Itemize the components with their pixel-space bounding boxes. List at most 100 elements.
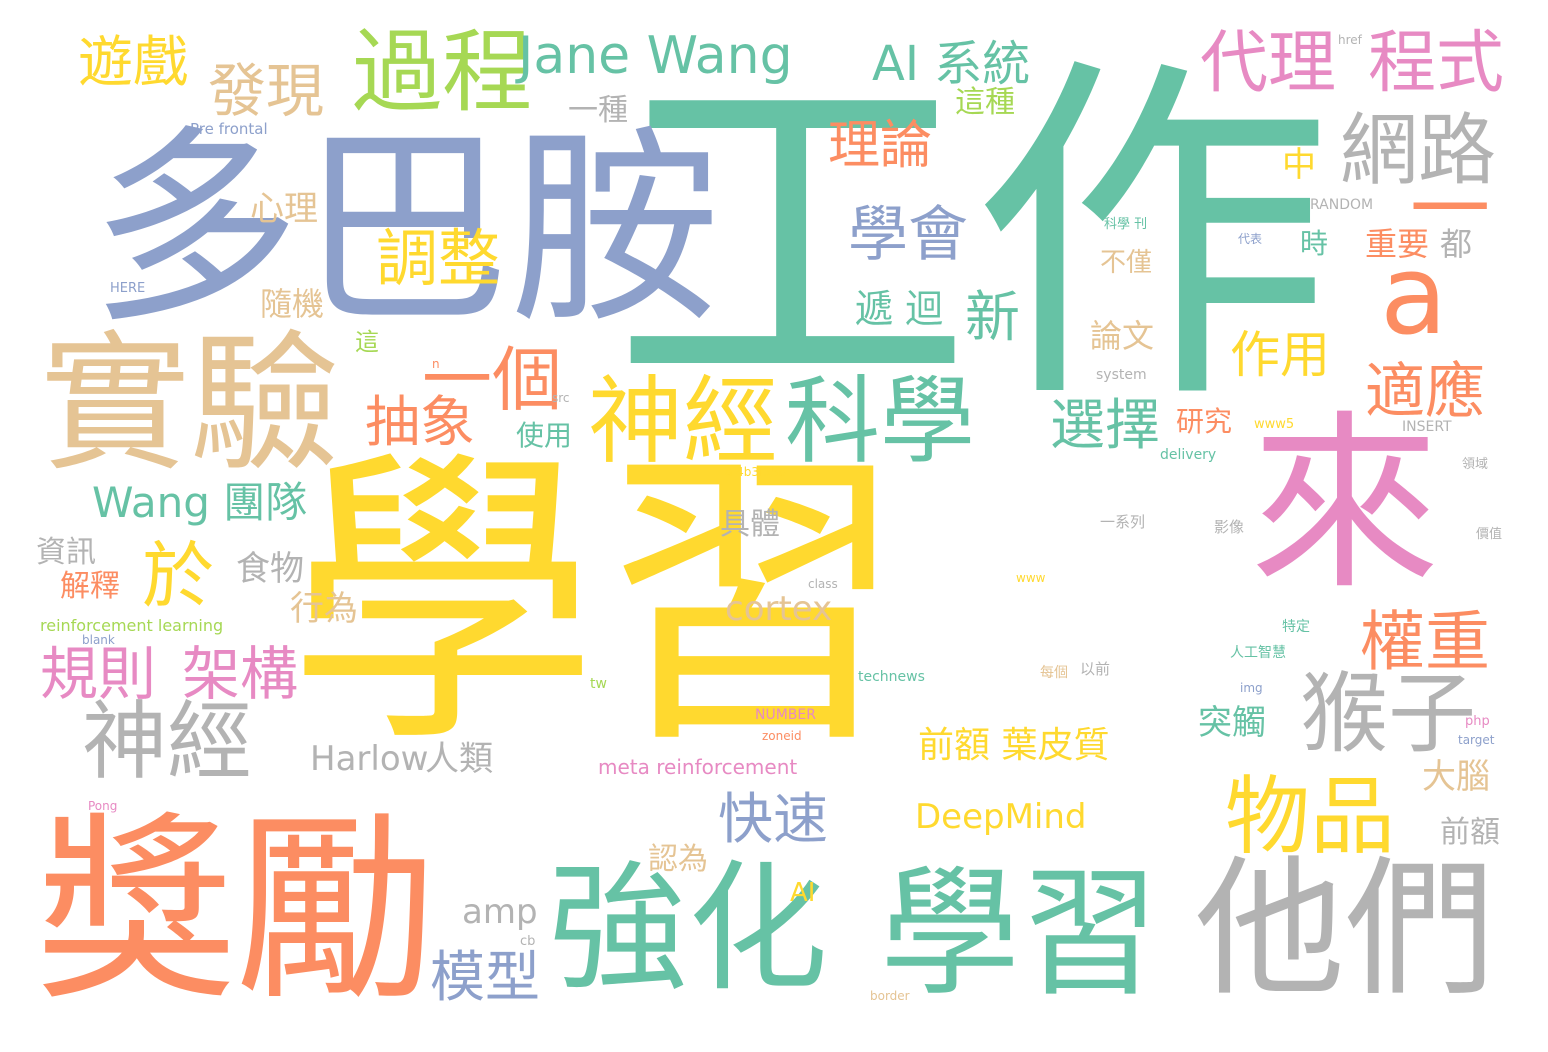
word-target: target	[1458, 733, 1495, 747]
word-a4b: a 4b3f35b	[725, 465, 787, 479]
word-src: src	[552, 391, 570, 405]
word-suiji: 隨機	[260, 285, 325, 323]
word-jiagou: 架構	[182, 640, 299, 708]
word-php: php	[1465, 714, 1490, 729]
word-shiyan: 實驗	[40, 318, 341, 492]
word-kuaisu: 快速	[718, 787, 829, 851]
word-youxi: 遊戲	[78, 30, 189, 94]
word-img: img	[1240, 681, 1263, 695]
word-xuanze: 選擇	[1050, 393, 1161, 457]
word-ai-system: AI 系統	[872, 36, 1031, 92]
word-yige: 一個	[422, 339, 562, 421]
word-zhezhong: 這種	[955, 85, 1015, 120]
word-xuehui: 學會	[848, 200, 968, 270]
word-tiaozheng: 調整	[376, 222, 501, 295]
word-yi: 一	[1410, 163, 1490, 256]
word-guize: 規則	[40, 640, 157, 708]
word-xingwei: 行為	[290, 589, 358, 629]
word-qianghua: 強化	[548, 848, 829, 1011]
word-houzi: 猴子	[1300, 662, 1477, 765]
word-here: HERE	[110, 281, 146, 296]
word-number: NUMBER	[755, 707, 816, 723]
word-quanzhong: 權重	[1360, 605, 1491, 680]
word-tw: tw	[590, 676, 607, 692]
word-amp: amp	[462, 892, 538, 932]
word-shenjing-2: 神經	[82, 693, 253, 792]
word-juti: 具體	[720, 507, 780, 542]
word-technews: technews	[858, 669, 925, 685]
word-harlow: Harlow	[310, 739, 429, 779]
word-blank: blank	[82, 633, 115, 647]
word-moxing: 模型	[430, 945, 541, 1009]
word-daili: 代理	[1200, 24, 1337, 103]
word-system: system	[1096, 367, 1147, 383]
word-wupin: 物品	[1225, 768, 1396, 867]
word-gongzuo: 工作	[612, 28, 1332, 447]
word-wang-team: Wang 團隊	[92, 478, 308, 527]
word-cb: cb	[520, 934, 536, 949]
word-zhongyao: 重要	[1365, 225, 1430, 263]
word-pre-frontal: Pre frontal	[190, 120, 268, 138]
word-yanjiu: 研究	[1176, 405, 1233, 438]
word-cortex: cortex	[725, 589, 833, 629]
word-yixilie: 一系列	[1100, 513, 1146, 531]
word-meige: 每個	[1040, 665, 1068, 681]
word-shenjing-1: 神經	[588, 367, 779, 477]
word-bujin: 不僅	[1100, 248, 1153, 278]
word-danao: 大腦	[1422, 757, 1490, 797]
word-chouxiang: 抽象	[365, 390, 476, 454]
word-prefrontal: 前額 葉皮質	[918, 725, 1110, 766]
word-ai: AI	[790, 878, 816, 908]
word-wanglu: 網路	[1340, 106, 1497, 196]
word-zoneid: zoneid	[762, 729, 802, 743]
word-href: href	[1338, 33, 1362, 47]
word-chengshi: 程式	[1368, 24, 1505, 103]
word-lingyu: 領域	[1462, 457, 1489, 472]
word-pong: Pong	[88, 799, 118, 813]
word-xinli: 心理	[250, 189, 318, 229]
word-zhong: 中	[1282, 145, 1316, 185]
word-renlei: 人類	[425, 739, 493, 779]
word-renwei: 認為	[648, 842, 708, 877]
word-yingxiang: 影像	[1214, 518, 1245, 536]
word-meta-rl: meta reinforcement	[598, 755, 798, 779]
word-qiane: 前額	[1440, 815, 1500, 850]
word-zuoyong: 作用	[1230, 326, 1330, 384]
word-www: www	[1016, 571, 1046, 585]
word-jiangli: 獎勵	[36, 795, 437, 1028]
word-zhe: 這	[355, 328, 379, 356]
word-teding: 特定	[1282, 619, 1310, 635]
word-duobaan: 多巴胺	[90, 107, 721, 352]
word-guocheng: 過程	[352, 20, 532, 125]
word-xuexi-main: 學習	[288, 424, 908, 785]
word-shiyong: 使用	[516, 419, 573, 452]
word-dou: 都	[1440, 225, 1473, 263]
word-kexue: 科學	[785, 367, 976, 477]
word-deepmind: DeepMind	[915, 797, 1087, 837]
word-tuchu: 突觸	[1198, 703, 1266, 743]
word-rl: reinforcement learning	[40, 616, 224, 635]
word-delivery: delivery	[1160, 447, 1217, 463]
word-a: a	[1380, 231, 1448, 359]
word-yu: 於	[142, 534, 215, 618]
word-class: class	[808, 577, 838, 591]
word-faxian: 發現	[208, 57, 325, 125]
word-lai: 來	[1250, 394, 1441, 615]
word-n: n	[432, 357, 440, 371]
word-xuexi-2: 學習	[880, 853, 1161, 1016]
word-xin: 新	[965, 285, 1021, 349]
word-ai-zhihui: 人工智慧	[1230, 645, 1286, 661]
word-lunwen: 論文	[1090, 317, 1155, 355]
word-shi: 時	[1300, 227, 1329, 260]
word-tamen: 他們	[1195, 843, 1496, 1017]
word-shiwu: 食物	[236, 549, 304, 589]
word-digui: 遞 迴	[855, 287, 944, 331]
word-random: RANDOM	[1310, 197, 1374, 213]
word-insert: INSERT	[1402, 419, 1452, 435]
word-jiazhi: 價值	[1476, 527, 1503, 542]
word-yizhong: 一種	[568, 93, 628, 128]
word-jieshi: 解釋	[60, 569, 120, 604]
word-kexue-kan: 科學 刊	[1104, 217, 1148, 232]
word-yiqian: 以前	[1080, 660, 1111, 678]
